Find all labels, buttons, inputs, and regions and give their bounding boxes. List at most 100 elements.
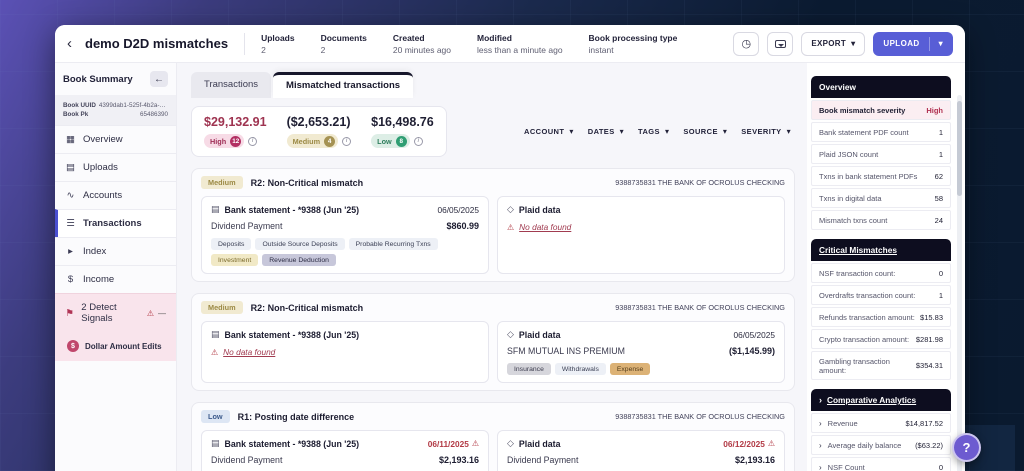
page-title: demo D2D mismatches bbox=[85, 36, 229, 51]
help-button[interactable]: ? bbox=[952, 433, 981, 462]
comparative-panel-header[interactable]: › Comparative Analytics bbox=[811, 389, 951, 411]
sidebar-item-index[interactable]: ▸ Index bbox=[55, 237, 176, 265]
panel-row: Overdrafts transaction count: 1 bbox=[811, 285, 951, 305]
mismatch-sources: ▤ Bank statement - *9388 (Jun '25) ⚠ No … bbox=[201, 321, 785, 383]
info-icon[interactable]: i bbox=[248, 136, 258, 146]
collapse-sidebar-button[interactable]: ← bbox=[150, 71, 168, 87]
row-label: Plaid JSON count bbox=[819, 149, 879, 159]
document-icon: ▤ bbox=[211, 204, 220, 214]
source-name: Bank statement - *9388 (Jun '25) bbox=[224, 204, 360, 215]
panel-row-expandable[interactable]: › Average daily balance ($63.22) bbox=[811, 435, 951, 455]
tab-transactions[interactable]: Transactions bbox=[191, 72, 272, 98]
chevron-right-icon: › bbox=[819, 462, 822, 471]
row-label: Gambling transaction amount: bbox=[819, 356, 890, 375]
bank-statement-panel: ▤ Bank statement - *9388 (Jun '25) 06/05… bbox=[201, 196, 489, 274]
list-icon: ☰ bbox=[66, 218, 75, 229]
critical-mismatches-panel: Critical Mismatches NSF transaction coun… bbox=[811, 239, 951, 380]
sidebar-item-label: Transactions bbox=[83, 218, 142, 229]
panel-row: Plaid JSON count 1 bbox=[811, 144, 951, 164]
tag: Probable Recurring Txns bbox=[348, 238, 438, 250]
panel-row: Gambling transaction amount: $354.31 bbox=[811, 351, 951, 380]
info-icon[interactable]: i bbox=[342, 136, 352, 146]
question-icon: ? bbox=[962, 440, 971, 455]
stat-label: Uploads bbox=[261, 32, 295, 43]
mismatch-sources: ▤ Bank statement - *9388 (Jun '25) 06/11… bbox=[201, 430, 785, 471]
sidebar-item-accounts[interactable]: ∿ Accounts bbox=[55, 181, 176, 209]
filter-account[interactable]: ACCOUNT ▾ bbox=[524, 127, 574, 136]
info-icon[interactable]: i bbox=[413, 136, 423, 146]
row-value: 1 bbox=[938, 127, 943, 137]
chevron-down-icon: ▾ bbox=[722, 126, 728, 136]
transaction-amount: ($1,145.99) bbox=[728, 346, 775, 356]
tag-list: Insurance Withdrawals Expense bbox=[507, 363, 775, 375]
severity-badge: Low bbox=[201, 410, 230, 423]
source-header: ◇ Plaid data 06/05/2025 bbox=[507, 329, 775, 340]
panel-row-expandable[interactable]: › Revenue $14,817.52 bbox=[811, 413, 951, 433]
tab-mismatched-transactions[interactable]: Mismatched transactions bbox=[273, 72, 414, 98]
scrollbar-thumb[interactable] bbox=[957, 101, 962, 196]
filter-severity[interactable]: SEVERITY ▾ bbox=[741, 127, 791, 136]
stat-uploads: Uploads 2 bbox=[261, 33, 295, 55]
row-label: Book mismatch severity bbox=[819, 105, 906, 115]
filter-dates[interactable]: DATES ▾ bbox=[588, 127, 624, 136]
row-label: Average daily balance bbox=[827, 440, 902, 450]
back-icon[interactable]: ‹ bbox=[67, 35, 72, 52]
panel-title: Critical Mismatches bbox=[819, 245, 897, 255]
row-value: 1 bbox=[938, 290, 943, 300]
comments-button[interactable] bbox=[767, 31, 794, 56]
tag: Deposits bbox=[211, 238, 252, 250]
sidebar-item-income[interactable]: $ Income bbox=[55, 265, 176, 293]
dollar-icon: $ bbox=[67, 274, 74, 285]
export-button[interactable]: EXPORT ▾ bbox=[801, 31, 866, 56]
header-actions: ◷ EXPORT ▾ UPLOAD ▾ bbox=[733, 31, 953, 56]
panel-row-expandable[interactable]: › NSF Count 0 bbox=[811, 457, 951, 471]
source-header: ▤ Bank statement - *9388 (Jun '25) 06/11… bbox=[211, 438, 479, 449]
header-divider bbox=[244, 32, 246, 55]
chart-icon: ∿ bbox=[66, 190, 75, 201]
vertical-scrollbar[interactable] bbox=[957, 95, 962, 471]
plaid-data-panel: ◇ Plaid data 06/05/2025 SFM MUTUAL INS P… bbox=[497, 321, 785, 383]
sidebar-item-transactions[interactable]: ☰ Transactions bbox=[55, 209, 176, 237]
bank-statement-panel: ▤ Bank statement - *9388 (Jun '25) 06/11… bbox=[201, 430, 489, 471]
header-stats: Uploads 2 Documents 2 Created 20 minutes… bbox=[261, 33, 733, 55]
mismatch-sources: ▤ Bank statement - *9388 (Jun '25) 06/05… bbox=[201, 196, 785, 274]
chevron-down-icon: ▾ bbox=[619, 126, 625, 136]
upload-button[interactable]: UPLOAD ▾ bbox=[873, 31, 953, 56]
tag-list: Deposits Outside Source Deposits Probabl… bbox=[211, 238, 479, 266]
sidebar-item-uploads[interactable]: ▤ Uploads bbox=[55, 153, 176, 181]
sidebar-item-label: Index bbox=[83, 246, 107, 257]
detect-signals-label: 2 Detect Signals bbox=[81, 302, 117, 324]
sidebar-item-detect-signals[interactable]: ⚑ 2 Detect Signals ⚠ — bbox=[55, 293, 176, 332]
sidebar-item-overview[interactable]: ▦ Overview bbox=[55, 125, 176, 153]
low-badge: Low 8 bbox=[371, 134, 410, 148]
transaction-amount: $860.99 bbox=[446, 221, 479, 231]
tag: Expense bbox=[609, 363, 651, 375]
sidebar-item-dollar-amount-edits[interactable]: $ Dollar Amount Edits bbox=[55, 332, 176, 361]
filter-source[interactable]: SOURCE ▾ bbox=[683, 127, 727, 136]
row-label: Overdrafts transaction count: bbox=[819, 290, 916, 300]
warning-icon: ⚠ bbox=[767, 439, 775, 448]
stat-label: Modified bbox=[477, 32, 512, 43]
source-name: Plaid data bbox=[518, 438, 561, 449]
dollar-edit-icon: $ bbox=[67, 340, 79, 352]
high-badge: High 12 bbox=[204, 134, 245, 148]
transaction-row: SFM MUTUAL INS PREMIUM ($1,145.99) bbox=[507, 346, 775, 356]
history-button[interactable]: ◷ bbox=[733, 31, 760, 56]
flag-icon: ⚑ bbox=[65, 307, 74, 319]
source-name: Plaid data bbox=[518, 204, 561, 215]
stat-value: less than a minute ago bbox=[477, 44, 563, 55]
account-label: 9388735831 THE BANK OF OCROLUS CHECKING bbox=[615, 303, 785, 312]
high-label: High bbox=[210, 136, 227, 146]
row-label: NSF transaction count: bbox=[819, 268, 896, 278]
filter-label: DATES bbox=[587, 127, 615, 136]
no-data-link[interactable]: No data found bbox=[223, 347, 276, 357]
filter-tags[interactable]: TAGS ▾ bbox=[638, 127, 669, 136]
panel-row: Crypto transaction amount: $281.98 bbox=[811, 329, 951, 349]
book-pk-value: 65486390 bbox=[139, 111, 168, 118]
transaction-row: Dividend Payment $2,193.16 bbox=[507, 455, 775, 465]
plaid-icon: ◇ bbox=[507, 204, 514, 214]
chevron-down-icon: ▾ bbox=[851, 38, 856, 48]
low-amount: $16,498.76 bbox=[371, 115, 434, 129]
book-uuid-label: Book UUID bbox=[63, 102, 96, 109]
no-data-link[interactable]: No data found bbox=[519, 222, 572, 232]
